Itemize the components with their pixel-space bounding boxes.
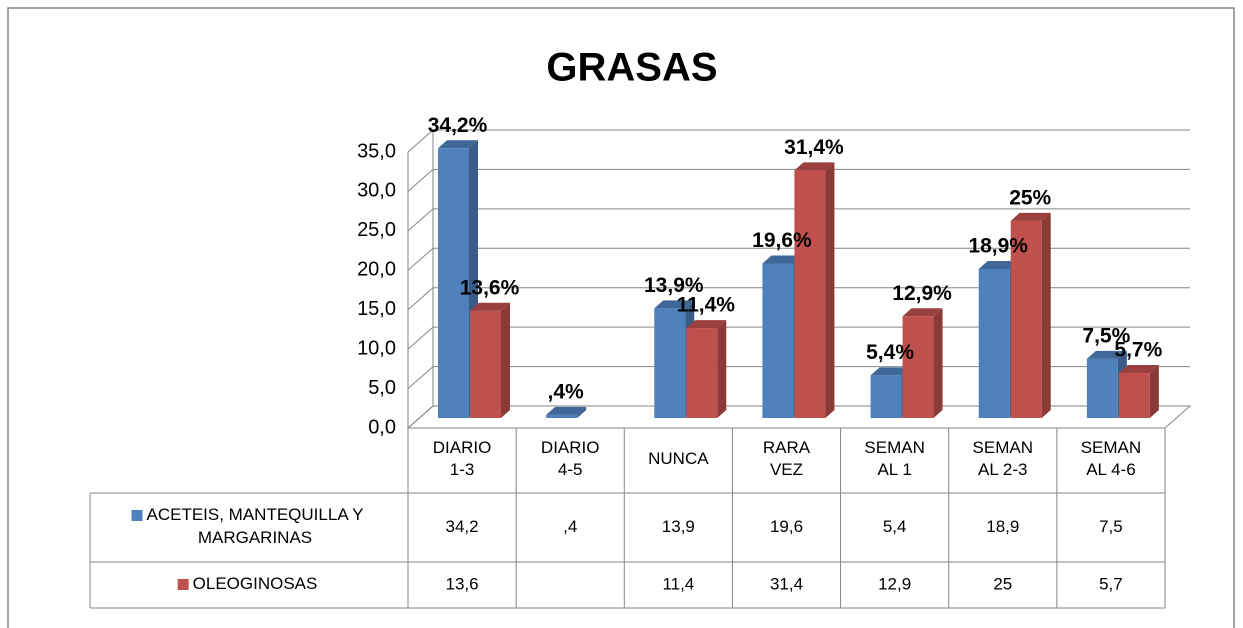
table-value: 13,9 <box>662 517 695 536</box>
legend-swatch <box>131 510 143 521</box>
grid-line-side <box>407 169 434 192</box>
bar-top <box>1010 212 1051 221</box>
data-label: 31,4% <box>784 136 844 159</box>
data-label: 25% <box>1009 186 1051 209</box>
legend-label: OLEOGINOSAS <box>193 574 318 593</box>
data-label: ,4% <box>548 380 585 403</box>
grid-line-side <box>407 208 434 232</box>
y-tick-label: 5,0 <box>368 377 396 399</box>
table-value: 5,7 <box>1099 574 1123 593</box>
table-value: 11,4 <box>662 574 694 593</box>
table-value: 12,9 <box>878 574 911 593</box>
table-value: 7,5 <box>1099 517 1123 536</box>
category-label: SEMAN AL 1 <box>864 438 924 479</box>
bar-front <box>794 170 826 418</box>
bar-side <box>1149 365 1159 418</box>
bar-front <box>902 316 934 418</box>
bar-side <box>501 302 510 418</box>
grid-line-side <box>407 366 434 389</box>
y-tick-label: 25,0 <box>357 219 396 241</box>
data-label: 11,4% <box>677 294 736 317</box>
bar-top <box>1118 365 1159 374</box>
data-label: 18,9% <box>968 235 1028 258</box>
legend-label: ACETEIS, MANTEQUILLA Y MARGARINAS <box>147 505 364 547</box>
bar-front <box>762 263 794 418</box>
bar-top <box>902 308 943 317</box>
grid-line-side <box>407 326 434 350</box>
y-tick-label: 35,0 <box>357 140 396 162</box>
bar-side <box>1041 212 1051 418</box>
bar-front <box>438 148 469 418</box>
bar-top <box>546 406 587 415</box>
bar-side <box>825 162 835 418</box>
bar-front <box>870 375 902 418</box>
data-label: 12,9% <box>892 282 952 305</box>
category-label: NUNCA <box>648 449 709 468</box>
data-label: 13,6% <box>460 276 520 299</box>
bar-top <box>686 320 727 329</box>
bar-front <box>654 308 686 418</box>
table-value: ,4 <box>563 517 577 536</box>
category-label: DIARIO 1-3 <box>433 438 492 479</box>
bar-front <box>978 268 1010 418</box>
data-label: 5,7% <box>1114 339 1162 362</box>
data-label: 34,2% <box>428 114 488 137</box>
bar-front <box>1086 358 1118 418</box>
table-value: 19,6 <box>770 517 803 536</box>
data-label: 13,9% <box>644 274 704 297</box>
bar-side <box>717 320 727 418</box>
grid-line-side <box>407 247 434 271</box>
y-tick-label: 30,0 <box>357 180 396 202</box>
y-tick-label: 0,0 <box>368 416 396 438</box>
y-tick-label: 15,0 <box>357 298 396 320</box>
bar-top <box>978 260 1019 269</box>
bar-top <box>470 302 510 311</box>
bar-top <box>794 162 835 171</box>
grid-line-side <box>407 287 434 311</box>
y-tick-label: 10,0 <box>357 337 396 359</box>
category-label: RARA VEZ <box>763 438 811 479</box>
category-label: DIARIO 4-5 <box>541 438 600 479</box>
category-label: SEMAN AL 4-6 <box>1081 438 1141 479</box>
data-label: 7,5% <box>1082 324 1130 347</box>
bar-side <box>933 308 943 418</box>
table-value: 13,6 <box>446 574 479 593</box>
table-value: 25 <box>993 574 1012 593</box>
bar-front <box>1010 220 1042 418</box>
bar-top <box>654 300 695 309</box>
legend-swatch <box>177 579 189 590</box>
y-tick-label: 20,0 <box>357 259 396 281</box>
table-value: 5,4 <box>883 517 907 536</box>
chart-title: GRASAS <box>546 46 717 90</box>
bar-side <box>577 406 587 418</box>
data-label: 5,4% <box>866 341 914 364</box>
grid-line-side <box>407 405 434 429</box>
table-value: 31,4 <box>770 574 803 593</box>
bar-front <box>686 328 718 418</box>
bar-front <box>1118 373 1150 418</box>
table-value: 34,2 <box>446 517 479 536</box>
bar-top <box>762 255 803 264</box>
bar-top <box>1086 350 1127 359</box>
category-label: SEMAN AL 2-3 <box>973 438 1033 479</box>
bar-front <box>546 414 578 418</box>
bar-front <box>470 310 501 418</box>
table-value: 18,9 <box>986 517 1019 536</box>
data-label: 19,6% <box>752 229 812 252</box>
grid-line-side <box>407 129 434 153</box>
bar-top <box>870 367 911 376</box>
bar-top <box>438 140 478 149</box>
